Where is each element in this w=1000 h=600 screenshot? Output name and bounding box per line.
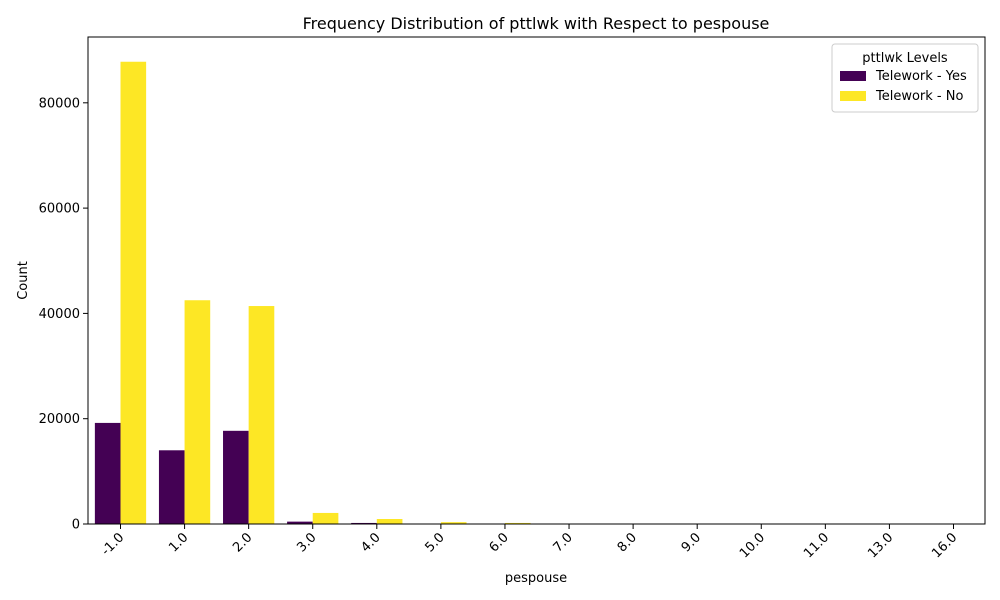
legend-swatch-no (840, 91, 866, 101)
x-tick-label: 5.0 (422, 530, 447, 555)
y-tick-label: 20000 (39, 412, 80, 427)
x-tick-label: 8.0 (615, 530, 640, 555)
x-tick-label: 16.0 (929, 530, 960, 561)
legend-title: pttlwk Levels (862, 51, 948, 66)
legend-box (831, 43, 979, 113)
y-tick-label: 0 (72, 518, 80, 533)
bar-no-6.0 (504, 522, 531, 524)
x-tick-label: 11.0 (801, 530, 832, 561)
x-tick-label: 1.0 (166, 530, 191, 555)
legend: pttlwk Levels Telework - Yes Telework - … (831, 43, 979, 113)
x-tick-label: 9.0 (679, 530, 704, 555)
bar-no-3.0 (312, 512, 339, 524)
x-axis-label: pespouse (505, 571, 567, 586)
bar-yes-4.0 (351, 522, 377, 524)
x-tick-label: 2.0 (230, 530, 255, 555)
legend-label-no: Telework - No (875, 89, 963, 104)
bar-yes--1.0 (94, 422, 121, 524)
y-tick-label: 80000 (39, 96, 80, 111)
y-tick-label: 40000 (39, 307, 80, 322)
bar-yes-1.0 (158, 450, 185, 524)
y-axis: 0 20000 40000 60000 80000 (39, 96, 88, 533)
bar-no-1.0 (184, 300, 211, 524)
bar-no-4.0 (376, 518, 403, 524)
legend-label-yes: Telework - Yes (875, 69, 967, 84)
y-tick-label: 60000 (39, 202, 80, 217)
plot-frame (87, 36, 986, 525)
bar-yes-3.0 (287, 521, 313, 524)
x-tick-label: 7.0 (551, 530, 576, 555)
y-axis-label: Count (16, 261, 31, 300)
chart-title: Frequency Distribution of pttlwk with Re… (303, 14, 770, 33)
x-tick-label: -1.0 (99, 530, 128, 559)
x-tick-label: 10.0 (737, 530, 768, 561)
bar-no-2.0 (248, 306, 275, 524)
bars-group (94, 61, 980, 524)
bar-no-5.0 (440, 522, 467, 524)
bar-no--1.0 (120, 61, 147, 524)
x-tick-label: 4.0 (358, 530, 383, 555)
bar-yes-2.0 (223, 430, 249, 524)
legend-swatch-yes (840, 71, 866, 81)
x-tick-label: 13.0 (865, 530, 896, 561)
x-tick-label: 6.0 (487, 530, 512, 555)
x-tick-label: 3.0 (294, 530, 319, 555)
x-axis: -1.0 1.0 2.0 3.0 4.0 5.0 6.0 7.0 8.0 9.0 10.0 11.0 1… (99, 524, 960, 561)
